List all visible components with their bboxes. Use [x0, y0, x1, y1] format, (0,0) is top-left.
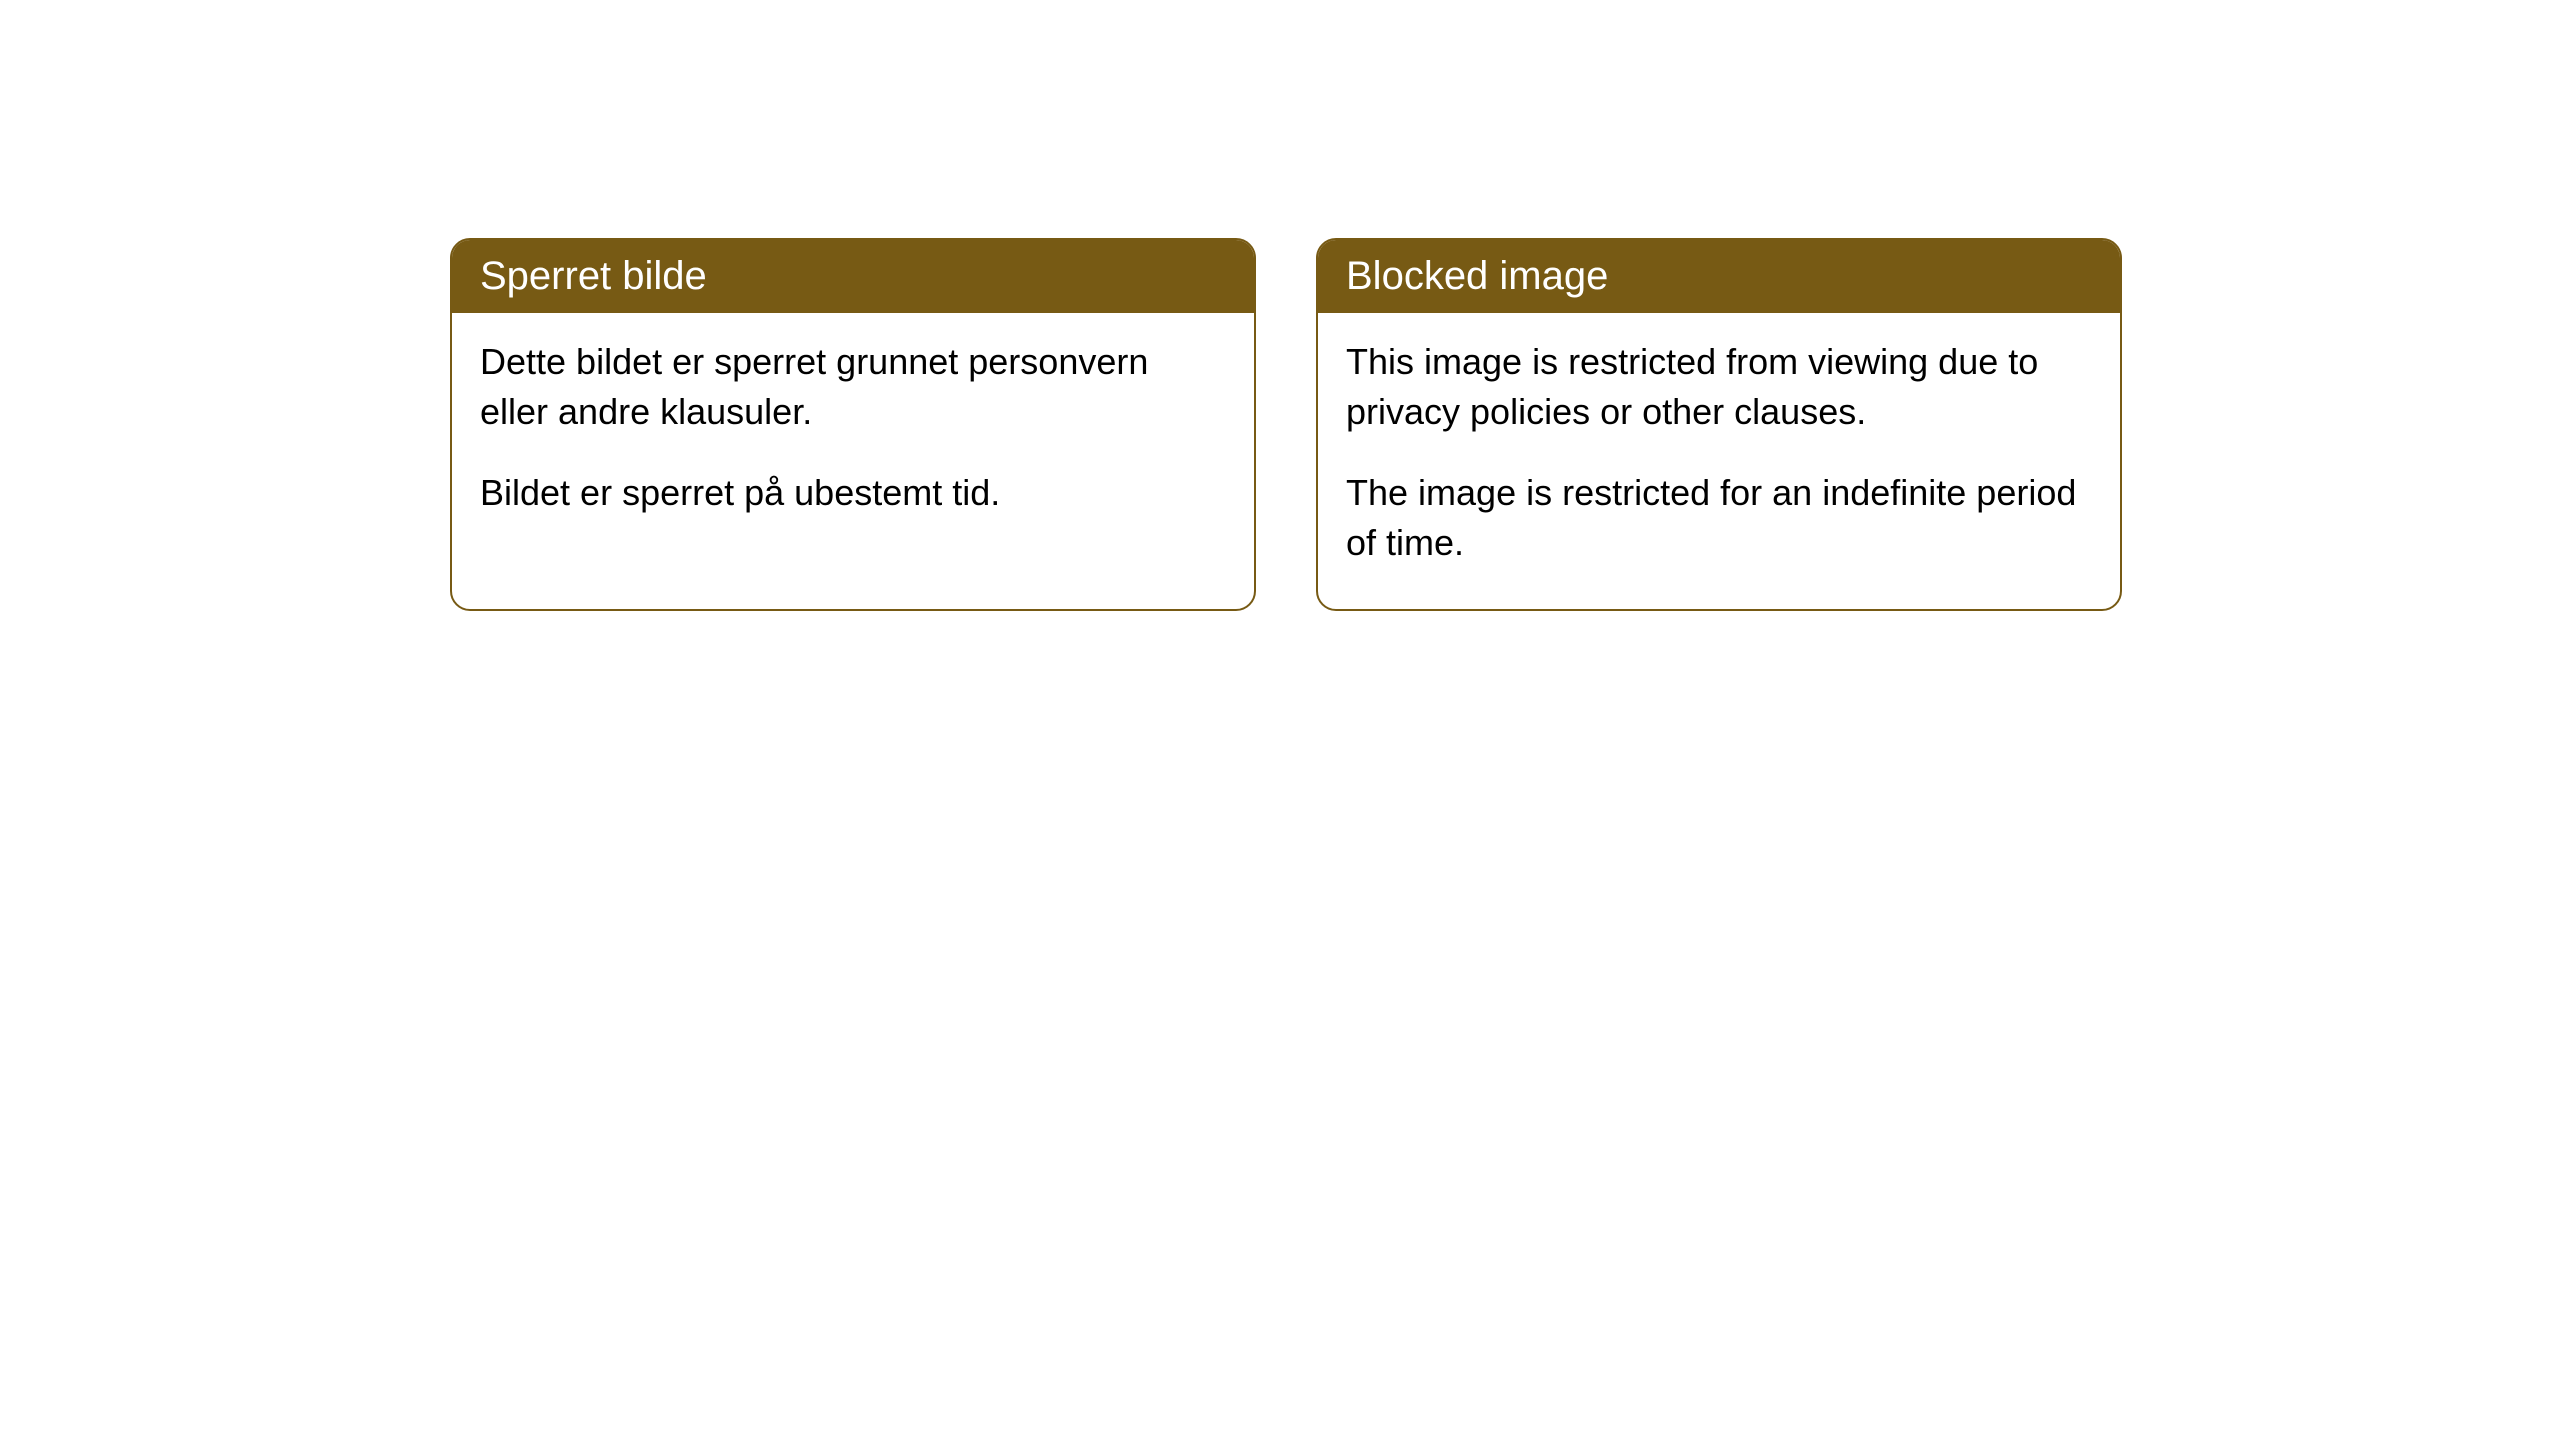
blocked-image-card-english: Blocked image This image is restricted f…: [1316, 238, 2122, 611]
card-title-english: Blocked image: [1346, 254, 1608, 298]
card-header-english: Blocked image: [1318, 240, 2120, 313]
card-body-norwegian: Dette bildet er sperret grunnet personve…: [452, 313, 1254, 558]
card-paragraph-1-norwegian: Dette bildet er sperret grunnet personve…: [480, 337, 1226, 438]
card-paragraph-1-english: This image is restricted from viewing du…: [1346, 337, 2092, 438]
card-paragraph-2-norwegian: Bildet er sperret på ubestemt tid.: [480, 468, 1226, 518]
blocked-image-card-norwegian: Sperret bilde Dette bildet er sperret gr…: [450, 238, 1256, 611]
cards-container: Sperret bilde Dette bildet er sperret gr…: [450, 238, 2122, 611]
card-paragraph-2-english: The image is restricted for an indefinit…: [1346, 468, 2092, 569]
card-header-norwegian: Sperret bilde: [452, 240, 1254, 313]
card-body-english: This image is restricted from viewing du…: [1318, 313, 2120, 609]
card-title-norwegian: Sperret bilde: [480, 254, 707, 298]
